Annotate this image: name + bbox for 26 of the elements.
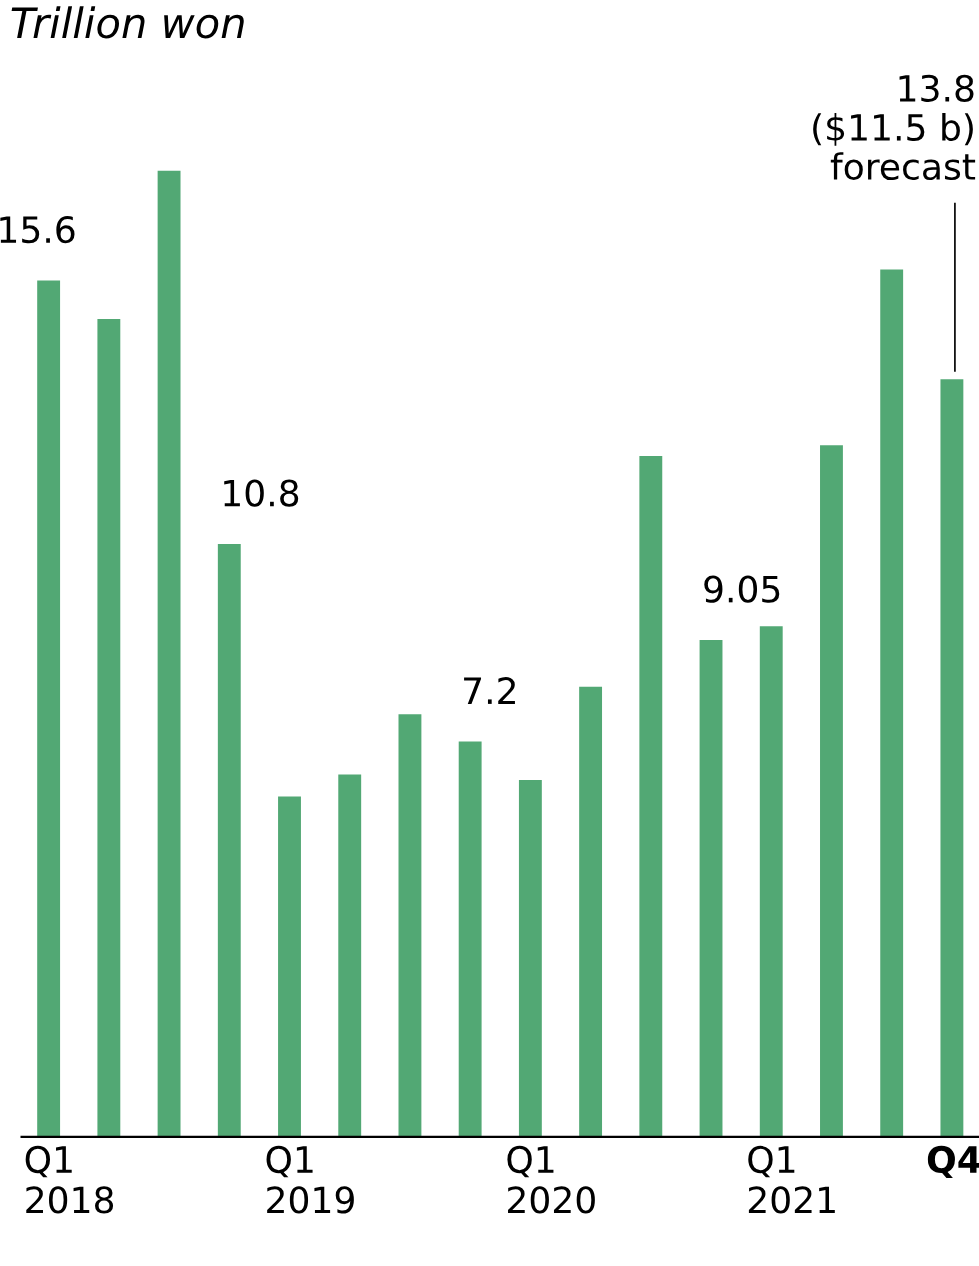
- bar: [699, 640, 723, 1137]
- bar: [398, 714, 422, 1137]
- bar: [458, 741, 482, 1137]
- bar: [759, 626, 783, 1137]
- annotation: 13.8 ($11.5 b) forecast: [813, 74, 976, 181]
- x-tick-label: Q1 2019: [266, 1145, 354, 1214]
- bar: [518, 780, 542, 1137]
- bar: [579, 686, 603, 1137]
- x-tick-label: Q1 2020: [507, 1145, 595, 1214]
- data-label: 7.2: [464, 677, 515, 704]
- data-label: 15.6: [0, 215, 75, 244]
- bar: [278, 796, 301, 1137]
- bar: [97, 318, 121, 1137]
- data-label: 10.8: [224, 479, 299, 507]
- bar: [880, 269, 904, 1137]
- bar: [820, 445, 843, 1137]
- x-tick-label: Q1 2018: [25, 1145, 114, 1214]
- chart-title: Trillion won: [11, 6, 244, 39]
- bar: [639, 456, 663, 1137]
- bar: [940, 379, 964, 1137]
- bar: [37, 280, 61, 1137]
- bar: [217, 543, 241, 1137]
- bar: [338, 774, 362, 1137]
- bar: [157, 170, 181, 1137]
- data-label: 9.05: [704, 575, 780, 603]
- x-tick-label: Q1 2021: [748, 1145, 835, 1214]
